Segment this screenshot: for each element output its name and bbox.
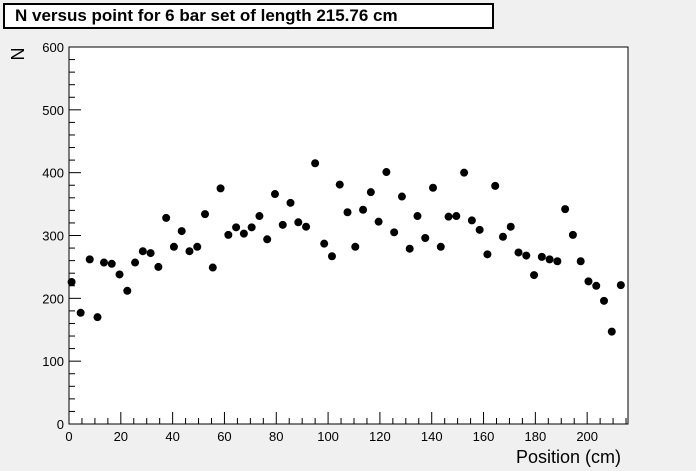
x-tick-label: 100 [317,429,339,444]
data-point [138,247,147,256]
data-point [224,230,233,239]
data-point [491,181,500,190]
chart-title: N versus point for 6 bar set of length 2… [3,3,494,29]
data-point [382,168,391,177]
plot-frame [68,46,629,425]
data-point [359,205,368,214]
data-point [239,229,248,238]
data-point [374,217,383,226]
data-point [99,258,108,267]
data-point [600,296,609,305]
data-point [460,168,469,177]
y-tick-label: 100 [42,354,64,369]
data-point [429,183,438,192]
x-tick-label: 0 [65,429,72,444]
data-point [405,244,414,253]
data-point [154,262,163,271]
x-tick-label: 120 [369,429,391,444]
x-tick-label: 160 [473,429,495,444]
y-tick-label: 500 [42,103,64,118]
data-point [208,263,217,272]
data-point [506,222,515,231]
data-point [616,281,625,290]
y-tick-label: 600 [42,40,64,55]
y-axis-label: N [8,48,28,61]
data-point [592,281,601,290]
data-point [444,212,453,221]
data-point [270,190,279,199]
x-tick-label: 60 [217,429,231,444]
x-tick-label: 180 [524,429,546,444]
x-tick-label: 20 [114,429,128,444]
data-point [584,277,593,286]
data-point [93,313,102,322]
data-point [545,255,554,264]
data-point [522,251,531,260]
x-tick-label: 140 [421,429,443,444]
data-point [216,184,225,193]
y-tick-label: 400 [42,166,64,181]
ticks-layer: 0 100 200 300 400 500 600 0 20 40 60 80 100 120 140 160… [42,40,627,444]
y-tick-label: 300 [42,229,64,244]
x-axis-label: Position (cm) [516,447,621,467]
data-point [177,227,186,236]
data-point [255,212,264,221]
data-point [366,188,375,197]
data-point [351,242,360,251]
data-point [123,286,132,295]
data-point [421,234,430,243]
data-point [146,249,155,258]
data-point [320,239,329,248]
data-point [335,180,344,189]
data-point [162,213,171,222]
points-layer [67,159,625,336]
data-point [475,225,484,234]
x-tick-label: 200 [576,429,598,444]
data-point [247,223,256,232]
data-point [185,247,194,256]
data-point [278,220,287,229]
data-point [576,257,585,266]
data-point [302,222,311,231]
data-point [107,259,116,268]
x-tick-label: 80 [269,429,283,444]
data-point [397,192,406,201]
data-point [131,258,140,267]
data-point [537,252,546,261]
data-point [294,218,303,227]
data-point [193,242,202,251]
data-point [436,242,445,251]
data-point [452,212,461,221]
data-point [115,270,124,279]
data-point [483,250,492,259]
data-point [553,257,562,266]
data-point [607,327,616,336]
y-tick-label: 200 [42,291,64,306]
data-point [67,277,76,286]
y-tick-label: 0 [57,417,64,432]
data-point [327,252,336,261]
data-point [286,198,295,207]
data-point [561,205,570,214]
data-point [390,228,399,237]
data-point [263,235,272,244]
data-point [201,210,210,219]
data-point [467,216,476,225]
data-point [568,230,577,239]
x-tick-label: 40 [165,429,179,444]
data-point [413,212,422,221]
data-point [311,159,320,168]
data-point [76,308,85,317]
data-point [232,223,241,232]
data-point [514,248,523,257]
data-point [530,271,539,280]
data-point [498,232,507,241]
data-point [343,208,352,217]
data-point [85,255,94,264]
data-point [169,242,178,251]
